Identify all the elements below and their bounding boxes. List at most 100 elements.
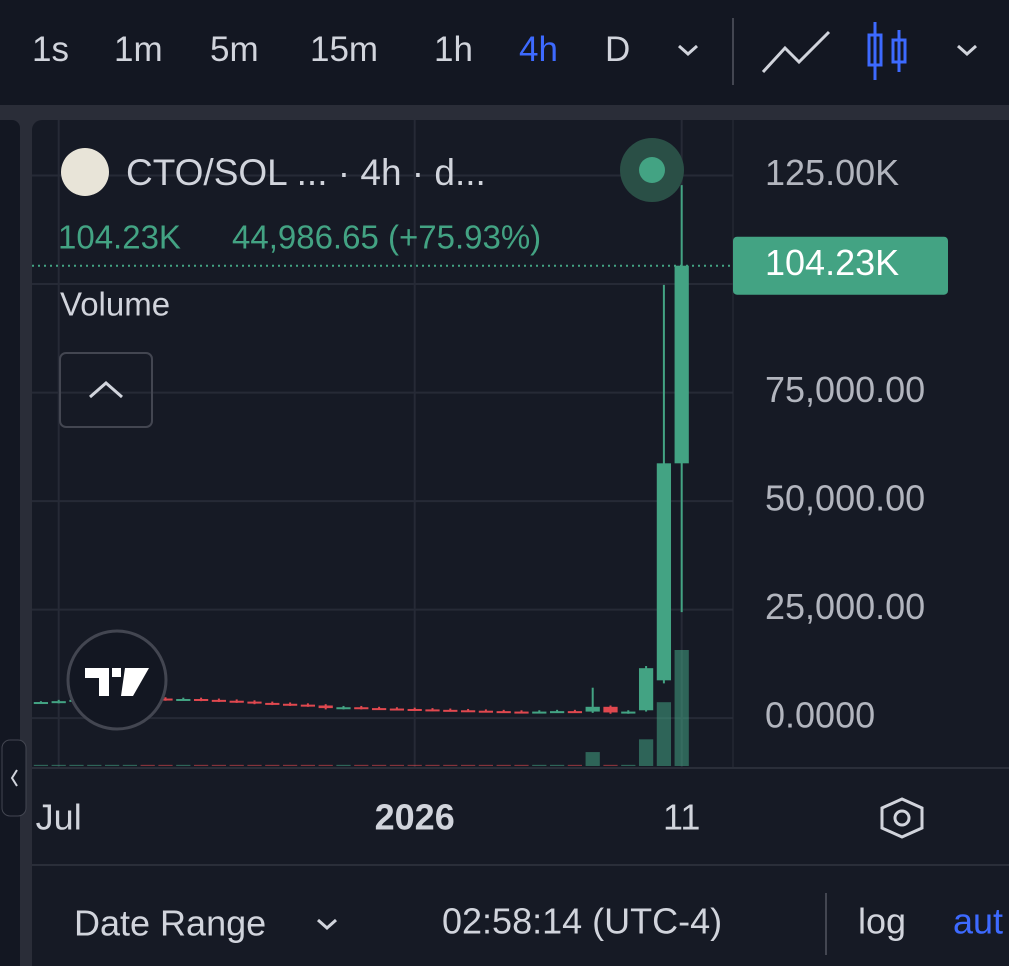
volume-bar [407, 764, 422, 766]
volume-bar [532, 764, 547, 766]
price-label: 104.23K [765, 242, 899, 283]
volume-bar [176, 764, 191, 766]
y-tick-label: 25,000.00 [765, 586, 925, 627]
dropdown-icon[interactable] [678, 44, 698, 57]
interval-button[interactable]: 1m [114, 30, 163, 69]
candle-body [371, 708, 387, 711]
candle-body [282, 703, 298, 706]
volume-bar [389, 764, 405, 766]
x-tick-label: Jul [36, 797, 82, 838]
legend-price: 104.23K [58, 219, 181, 256]
interval-button[interactable]: 1s [32, 30, 69, 69]
volume-bar [33, 764, 49, 766]
volume-bar [51, 764, 66, 766]
candle-body [211, 699, 227, 702]
x-tick-label: 2026 [375, 797, 455, 838]
volume-bar [656, 702, 672, 766]
volume-bar [140, 764, 155, 766]
interval-button[interactable]: D [605, 30, 631, 69]
volume-bar [674, 650, 689, 766]
candle-body [158, 698, 173, 701]
interval-button[interactable]: 4h [519, 30, 558, 69]
toolbar [0, 0, 1009, 105]
volume-bar [478, 764, 494, 766]
symbol-title: CTO/SOL ... · 4h · d... [126, 152, 486, 193]
candle-body [300, 704, 316, 707]
candle-body [389, 708, 405, 711]
volume-bar [496, 764, 511, 766]
line-chart-icon[interactable] [761, 30, 831, 74]
dropdown-icon[interactable] [317, 918, 337, 931]
volume-bar [300, 764, 316, 766]
interval-button[interactable]: 15m [310, 30, 379, 69]
price-label-box [733, 236, 948, 295]
collapse-button[interactable] [59, 352, 153, 428]
chevron-left [10, 769, 18, 787]
chevron-up [89, 381, 123, 399]
volume-bar [318, 764, 333, 766]
legend-change: 44,986.65 (+75.93%) [232, 219, 541, 256]
tv-logo-mark [85, 668, 149, 696]
candle-body [51, 701, 66, 704]
y-tick-label: 0.0000 [765, 695, 875, 736]
candle-body [478, 710, 494, 713]
candle-body [247, 701, 262, 704]
candle-body [229, 700, 244, 703]
volume-bar [443, 764, 458, 766]
volume-bar [549, 764, 565, 766]
candle-body [443, 709, 458, 712]
candle-body [496, 711, 511, 714]
log-toggle[interactable]: log [858, 901, 906, 942]
volume-bar [158, 764, 173, 766]
volume-bar [354, 764, 369, 766]
x-tick-label: 11 [663, 797, 700, 838]
settings-icon[interactable] [880, 797, 924, 839]
volume-bar [460, 764, 476, 766]
dropdown-icon[interactable] [957, 44, 977, 57]
interval-button[interactable]: 1h [434, 30, 473, 69]
volume-bar [638, 739, 654, 766]
candle-body [585, 706, 600, 712]
y-tick-label: 50,000.00 [765, 478, 925, 519]
candle-body [674, 265, 689, 464]
y-tick-label: 75,000.00 [765, 369, 925, 410]
toolbar-icons [678, 18, 977, 85]
candle-body [514, 711, 529, 714]
candle-body [265, 702, 280, 705]
volume-bar [122, 764, 138, 766]
volume-bar [87, 764, 102, 766]
candle-body [567, 711, 583, 714]
volume-bar [193, 764, 209, 766]
side-toggle[interactable] [1, 739, 27, 817]
candle-body [549, 711, 565, 714]
candle-body [621, 711, 636, 714]
volume-bar [104, 764, 120, 766]
auto-toggle[interactable]: aut [953, 901, 1003, 942]
y-tick-label: 125.00K [765, 152, 899, 193]
volume-bar [69, 764, 84, 766]
interval-button[interactable]: 5m [210, 30, 259, 69]
clock: 02:58:14 (UTC-4) [442, 901, 722, 942]
volume-bar [282, 764, 298, 766]
volume-bar [265, 764, 280, 766]
tv-logo[interactable] [66, 629, 168, 731]
symbol-avatar [61, 148, 109, 196]
candle-chart-icon[interactable] [867, 22, 907, 80]
candle-body [33, 702, 49, 705]
volume-bar [425, 764, 440, 766]
candle-body [407, 708, 422, 711]
candle-body [460, 710, 476, 713]
volume-bar [211, 764, 227, 766]
volume-bar [336, 764, 351, 766]
candle-body [193, 698, 209, 701]
volume-label: Volume [60, 286, 170, 323]
candle-body [656, 463, 672, 681]
volume-bar [229, 764, 244, 766]
date-range[interactable]: Date Range [74, 903, 266, 944]
volume-bar [371, 764, 387, 766]
candle-body [603, 706, 618, 713]
volume-bar [247, 764, 262, 766]
candle-body [176, 698, 191, 701]
